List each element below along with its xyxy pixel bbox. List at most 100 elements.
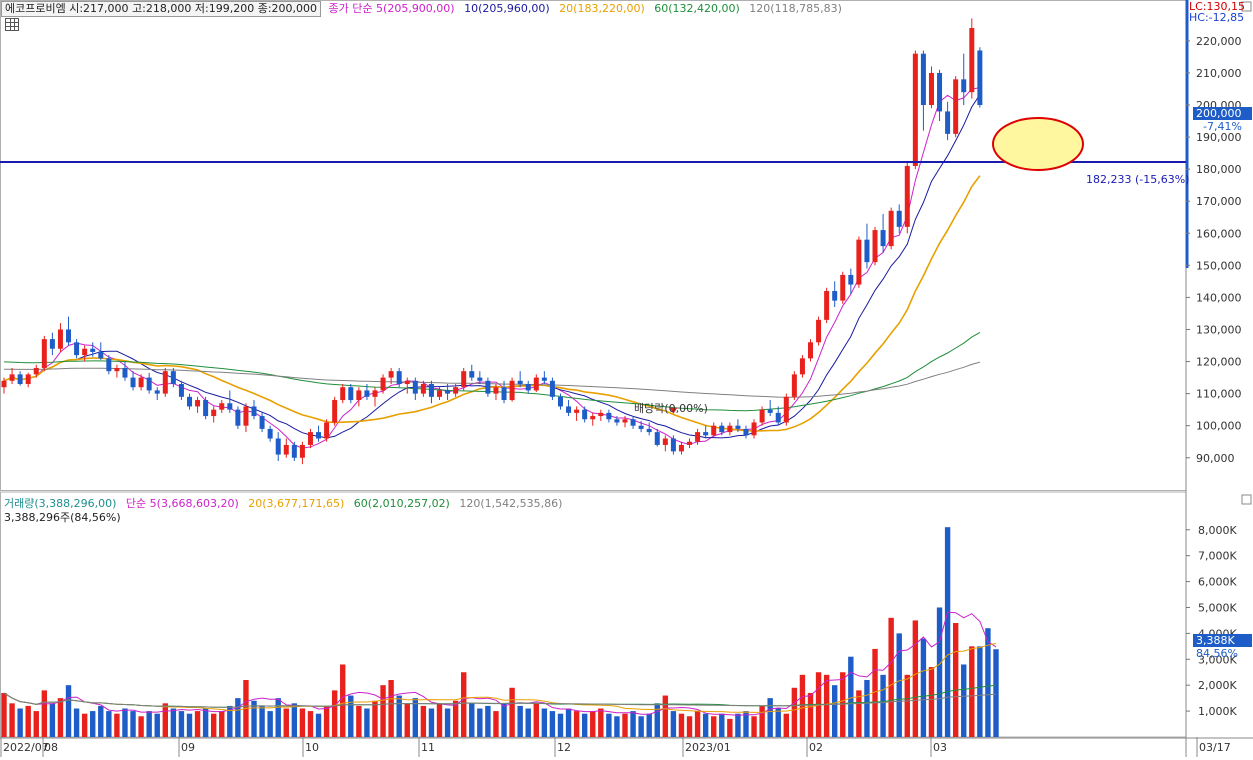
volume-bar bbox=[17, 708, 23, 737]
volume-bar bbox=[864, 680, 870, 737]
price-panel[interactable] bbox=[0, 18, 1186, 465]
candle-body bbox=[412, 380, 418, 394]
price-tick-label: 140,000 bbox=[1196, 291, 1242, 304]
volume-bar bbox=[493, 711, 499, 737]
candle-body bbox=[937, 72, 943, 112]
x-axis: 2022/07 09 10 11 12 2023/01 02 03 03/17 08 bbox=[0, 737, 1231, 757]
candle-body bbox=[904, 165, 910, 227]
volume-panel[interactable] bbox=[1, 527, 999, 737]
candle-body bbox=[332, 400, 338, 423]
ma120-legend[interactable]: 120(118,785,83) bbox=[749, 2, 842, 15]
candle-body bbox=[106, 358, 112, 372]
volume-bar bbox=[702, 713, 709, 737]
low-price: 저:199,200 bbox=[194, 2, 255, 15]
volume-bar bbox=[598, 708, 604, 737]
volume-tick-label: 8,000K bbox=[1198, 524, 1237, 537]
vol-ma60-legend[interactable]: 60(2,010,257,02) bbox=[353, 497, 450, 510]
volume-bar bbox=[711, 716, 717, 737]
volume-current: 3,388,296주(84,56%) bbox=[4, 511, 121, 524]
volume-bar bbox=[477, 708, 483, 737]
candle-body bbox=[138, 377, 144, 388]
table-icon[interactable] bbox=[5, 18, 19, 31]
candle-body bbox=[66, 329, 72, 343]
candle-body bbox=[622, 419, 628, 423]
candle-body bbox=[477, 377, 483, 381]
volume-bar bbox=[49, 703, 56, 737]
volume-bar bbox=[469, 703, 475, 737]
volume-bar bbox=[186, 713, 193, 737]
candle-body bbox=[727, 425, 733, 433]
volume-bar bbox=[323, 705, 330, 737]
candle-body bbox=[557, 396, 563, 407]
x-tick-label: 2023/01 bbox=[685, 741, 731, 754]
candle-body bbox=[888, 210, 894, 247]
volume-bar bbox=[614, 716, 620, 737]
candle-body bbox=[162, 371, 168, 394]
volume-tick-label: 7,000K bbox=[1198, 550, 1237, 563]
candle-body bbox=[90, 348, 96, 352]
volume-bar bbox=[880, 674, 886, 737]
candle-body bbox=[880, 230, 886, 247]
candle-body bbox=[98, 351, 104, 359]
volume-bar bbox=[372, 700, 378, 737]
volume-bar bbox=[622, 713, 628, 737]
volume-bar bbox=[678, 713, 685, 737]
volume-bar bbox=[146, 711, 152, 737]
volume-bar bbox=[259, 705, 265, 737]
x-tick-label: 08 bbox=[44, 741, 58, 754]
candle-body bbox=[380, 377, 386, 391]
candle-body bbox=[816, 319, 822, 343]
candle-body bbox=[896, 210, 902, 227]
volume-bar bbox=[307, 711, 314, 737]
stock-info-box[interactable]: 에코프로비엠 시:217,000 고:218,000 저:199,200 종:2… bbox=[1, 1, 322, 17]
volume-bar bbox=[944, 527, 951, 737]
volume-title[interactable]: 거래량(3,388,296,00) bbox=[4, 497, 117, 510]
volume-bar bbox=[501, 703, 507, 737]
price-ma60-line bbox=[3, 331, 981, 412]
volume-tick-label: 3,000K bbox=[1198, 653, 1237, 666]
volume-bar bbox=[210, 713, 217, 737]
ma60-legend[interactable]: 60(132,420,00) bbox=[654, 2, 740, 15]
candle-body bbox=[743, 428, 749, 436]
candle-body bbox=[275, 438, 281, 455]
candle-body bbox=[307, 432, 313, 445]
collapse-button bbox=[1241, 494, 1252, 505]
candle-body bbox=[299, 444, 305, 458]
candle-body bbox=[25, 374, 31, 384]
candle-body bbox=[170, 371, 176, 384]
candle-body bbox=[178, 384, 184, 397]
price-tick-label: 180,000 bbox=[1196, 163, 1242, 176]
candle-body bbox=[687, 441, 693, 445]
vol-ma20-legend[interactable]: 20(3,677,171,65) bbox=[248, 497, 345, 510]
volume-bar bbox=[485, 705, 491, 737]
volume-bar bbox=[267, 711, 273, 737]
volume-bar bbox=[41, 690, 48, 737]
candle-body bbox=[525, 384, 531, 391]
volume-bar bbox=[428, 708, 435, 737]
volume-bar bbox=[404, 703, 410, 737]
ma10-legend[interactable]: 10(205,960,00) bbox=[464, 2, 550, 15]
volume-bar bbox=[840, 672, 846, 737]
candle-body bbox=[872, 230, 878, 263]
candle-body bbox=[630, 419, 636, 426]
vol-ma120-legend[interactable]: 120(1,542,535,86) bbox=[459, 497, 563, 510]
vol-ma5-legend[interactable]: 5(3,668,603,20) bbox=[149, 497, 239, 510]
volume-bar bbox=[90, 711, 96, 737]
candle-body bbox=[848, 274, 854, 285]
volume-bar bbox=[25, 705, 31, 737]
volume-bar bbox=[315, 713, 322, 737]
x-tick-label: 03 bbox=[933, 741, 947, 754]
ma5-legend[interactable]: 5(205,900,00) bbox=[376, 2, 455, 15]
candle-body bbox=[41, 339, 47, 368]
x-tick-label: 2022/07 bbox=[3, 741, 49, 754]
candle-body bbox=[598, 412, 604, 417]
candle-body bbox=[388, 371, 394, 378]
candle-body bbox=[219, 403, 225, 410]
volume-bar bbox=[380, 685, 386, 737]
candle-body bbox=[291, 444, 297, 458]
dividend-annotation: 배당락(0,00%) bbox=[634, 402, 708, 415]
current-volume-box: 3,388K bbox=[1193, 634, 1252, 647]
ma20-legend[interactable]: 20(183,220,00) bbox=[559, 2, 645, 15]
hline-label[interactable]: 182,233 (-15,63%) bbox=[1086, 173, 1190, 186]
